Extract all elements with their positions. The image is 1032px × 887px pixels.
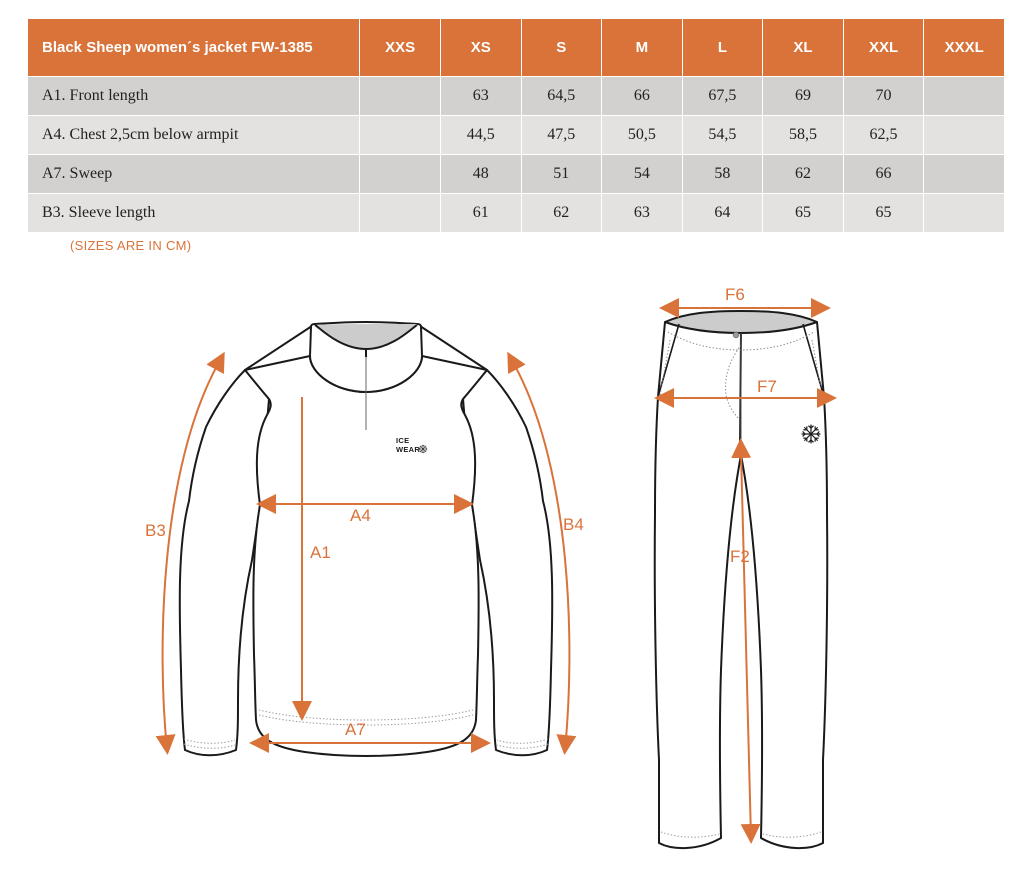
svg-text:ICE: ICE: [396, 436, 409, 445]
svg-text:F6: F6: [725, 285, 745, 304]
svg-text:B3: B3: [145, 521, 166, 540]
svg-text:A1: A1: [310, 543, 331, 562]
svg-text:A7: A7: [345, 720, 366, 739]
svg-text:F2: F2: [730, 547, 750, 566]
svg-text:WEAR: WEAR: [396, 445, 420, 454]
svg-text:F7: F7: [757, 377, 777, 396]
svg-text:B4: B4: [563, 515, 584, 534]
svg-text:A4: A4: [350, 506, 371, 525]
